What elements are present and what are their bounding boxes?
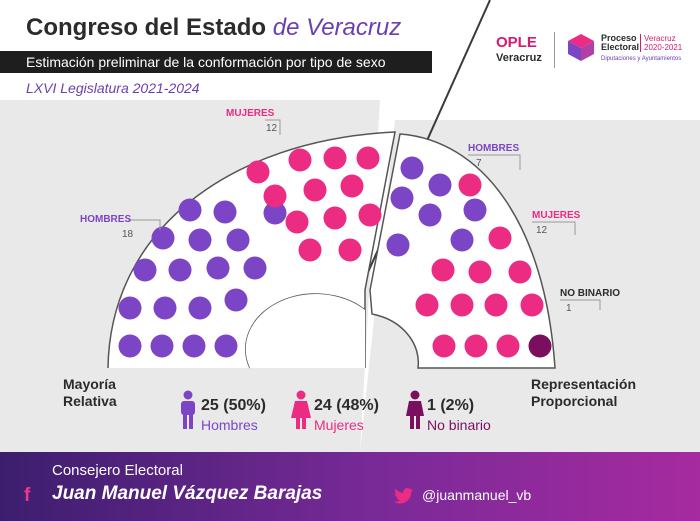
total-hombres-label: Hombres xyxy=(201,417,258,433)
mr-seat-hombres xyxy=(118,296,142,320)
non-binary-icon xyxy=(406,390,424,429)
rp-seat-hombres xyxy=(450,228,474,252)
mr-seat-mujeres xyxy=(246,160,270,184)
rp-seat-mujeres xyxy=(450,293,474,317)
rp-seat-mujeres xyxy=(431,258,455,282)
mr-hombres-label: HOMBRES xyxy=(80,214,132,225)
twitter-handle[interactable]: @juanmanuel_vb xyxy=(422,487,532,503)
rp-mujeres-count: 12 xyxy=(536,225,548,236)
proceso-electoral-foot: Diputaciones y Ayuntamientos xyxy=(601,56,682,62)
mr-seat-hombres xyxy=(226,228,250,252)
total-mujeres-label: Mujeres xyxy=(314,417,364,433)
mr-inner-fill xyxy=(245,294,365,368)
mr-seat-mujeres xyxy=(263,184,287,208)
mr-seat-hombres xyxy=(188,228,212,252)
mr-name: Mayoría Relativa xyxy=(63,376,117,409)
proceso-electoral-label: Proceso Electoral xyxy=(601,33,640,52)
rp-seat-mujeres xyxy=(496,334,520,358)
mr-seat-hombres xyxy=(153,296,177,320)
rp-seat-hombres xyxy=(418,203,442,227)
logos: OPLE Veracruz Proceso Electoral Veracruz… xyxy=(492,28,692,78)
mr-seat-mujeres xyxy=(288,148,312,172)
mr-seat-hombres xyxy=(150,334,174,358)
rp-mujeres-label: MUJERES xyxy=(532,210,581,221)
mr-mujeres-count: 12 xyxy=(266,123,278,134)
mr-seat-mujeres xyxy=(303,178,327,202)
mr-seat-hombres xyxy=(118,334,142,358)
mr-seat-hombres xyxy=(168,258,192,282)
mr-seat-mujeres xyxy=(323,206,347,230)
mr-seat-mujeres xyxy=(356,146,380,170)
page-title: Congreso del Estado de Veracruz xyxy=(26,14,402,41)
mr-seat-mujeres xyxy=(298,238,322,262)
mr-seat-mujeres xyxy=(340,174,364,198)
rp-nobinario-count: 1 xyxy=(566,303,572,314)
rp-seat-no-binario xyxy=(528,334,552,358)
total-nobinario: 1 (2%) xyxy=(427,397,475,414)
rp-seat-mujeres xyxy=(468,260,492,284)
rp-seat-mujeres xyxy=(484,293,508,317)
mr-seat-hombres xyxy=(214,334,238,358)
proceso-electoral-side: Veracruz 2020-2021 xyxy=(640,34,688,52)
rp-name: Representación Proporcional xyxy=(531,376,637,409)
mr-seat-hombres xyxy=(188,296,212,320)
mr-seat-mujeres xyxy=(358,203,382,227)
mr-seat-hombres xyxy=(178,198,202,222)
woman-icon xyxy=(291,390,311,429)
rp-seat-mujeres xyxy=(415,293,439,317)
man-icon xyxy=(181,390,195,429)
total-hombres: 25 (50%) xyxy=(201,397,266,414)
ople-logo: OPLE xyxy=(496,34,537,51)
mr-seat-mujeres xyxy=(338,238,362,262)
rp-hombres-count: 7 xyxy=(476,158,482,169)
rp-seat-mujeres xyxy=(508,260,532,284)
rp-seat-hombres xyxy=(386,233,410,257)
mr-seat-hombres xyxy=(182,334,206,358)
legislature-label: LXVI Legislatura 2021-2024 xyxy=(26,80,200,96)
mr-seat-hombres xyxy=(243,256,267,280)
footer-bar xyxy=(0,452,700,521)
mr-hombres-count: 18 xyxy=(122,229,134,240)
total-mujeres: 24 (48%) xyxy=(314,397,379,414)
mr-seat-hombres xyxy=(206,256,230,280)
rp-seat-mujeres xyxy=(488,226,512,250)
total-nobinario-label: No binario xyxy=(427,417,491,433)
rp-seat-hombres xyxy=(428,173,452,197)
mr-seat-hombres xyxy=(133,258,157,282)
rp-seat-mujeres xyxy=(458,173,482,197)
mr-seat-mujeres xyxy=(323,146,347,170)
logo-separator xyxy=(554,32,555,68)
rp-seat-mujeres xyxy=(432,334,456,358)
footer-role: Consejero Electoral xyxy=(52,462,183,479)
footer-name: Juan Manuel Vázquez Barajas xyxy=(52,483,323,504)
mr-seat-hombres xyxy=(263,201,287,225)
proceso-electoral-cube-icon xyxy=(568,34,594,61)
rp-nobinario-label: NO BINARIO xyxy=(560,288,620,299)
mr-seat-hombres xyxy=(224,288,248,312)
rp-seat-hombres xyxy=(390,186,414,210)
twitter-icon[interactable] xyxy=(394,488,414,504)
ople-logo-sub: Veracruz xyxy=(496,52,542,64)
rp-hombres-label: HOMBRES xyxy=(468,143,520,154)
mr-seat-hombres xyxy=(213,200,237,224)
mr-seat-hombres xyxy=(151,226,175,250)
rp-seat-hombres xyxy=(400,156,424,180)
facebook-icon[interactable]: f xyxy=(24,485,31,506)
mr-seat-mujeres xyxy=(285,210,309,234)
subtitle-bar: Estimación preliminar de la conformación… xyxy=(0,51,432,73)
rp-seat-mujeres xyxy=(520,293,544,317)
rp-seat-hombres xyxy=(463,198,487,222)
mr-mujeres-label: MUJERES xyxy=(226,108,275,119)
rp-seat-mujeres xyxy=(464,334,488,358)
